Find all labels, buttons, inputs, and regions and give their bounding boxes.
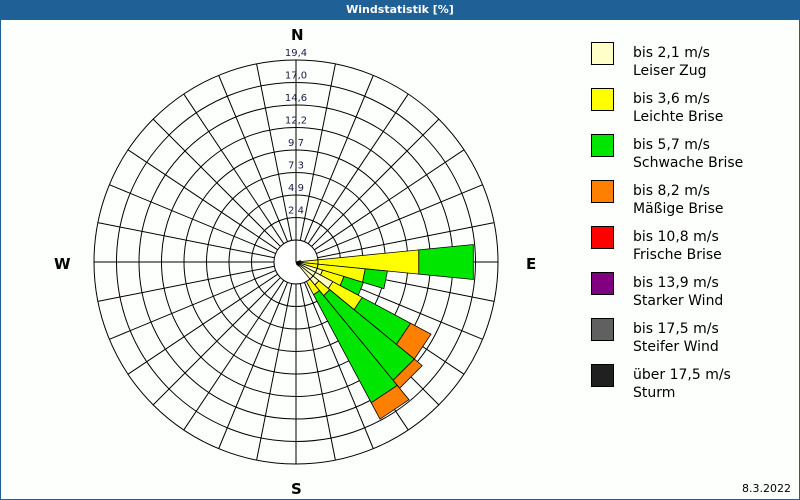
- compass-east-label: E: [526, 255, 537, 273]
- legend-range: bis 10,8 m/s: [633, 229, 719, 245]
- grid-spoke: [127, 149, 278, 251]
- legend-range: bis 5,7 m/s: [633, 137, 710, 153]
- wind-wedge-tip: [295, 261, 314, 280]
- legend-item: bis 17,5 m/s Steifer Wind: [591, 318, 791, 364]
- wind-wedge: [370, 384, 410, 420]
- radial-tick-label: 7,3: [288, 161, 304, 172]
- compass-north-label: N: [291, 26, 304, 44]
- grid-spoke: [256, 63, 293, 241]
- grid-spoke: [218, 75, 289, 242]
- legend-name: Sturm: [633, 385, 676, 401]
- grid-spoke: [299, 63, 336, 241]
- grid-spoke: [127, 273, 278, 375]
- grid-spoke: [307, 93, 409, 244]
- wind-wedge: [418, 244, 474, 280]
- legend-item: bis 5,7 m/s Schwache Brise: [591, 134, 791, 180]
- legend-range: bis 3,6 m/s: [633, 91, 710, 107]
- legend-range: bis 2,1 m/s: [633, 45, 710, 61]
- grid-spoke: [316, 184, 483, 255]
- legend-name: Schwache Brise: [633, 155, 744, 171]
- legend-name: Mäßige Brise: [633, 201, 724, 217]
- legend-swatch-icon: [591, 226, 614, 249]
- radial-tick-label: 17,0: [285, 71, 307, 82]
- radial-tick-label: 19,4: [285, 48, 307, 59]
- radial-tick-label: 4,9: [288, 183, 304, 194]
- date-label: 8.3.2022: [742, 482, 791, 495]
- legend-name: Leichte Brise: [633, 109, 724, 125]
- legend-swatch-icon: [591, 364, 614, 387]
- grid-spoke: [109, 184, 276, 255]
- legend-item: bis 3,6 m/s Leichte Brise: [591, 88, 791, 134]
- grid-spoke: [97, 222, 275, 259]
- grid-spoke: [183, 93, 285, 244]
- grid-spoke: [299, 283, 336, 461]
- grid-spoke: [109, 269, 276, 340]
- wind-wedge-tip: [295, 261, 298, 266]
- chart-frame: 2,4 4,9 7,3 9,7 12,2 14,6 17,0 19,4 N S W E bis…: [0, 20, 800, 500]
- grid-spoke: [303, 75, 374, 242]
- grid-spoke: [218, 282, 289, 449]
- legend-swatch-icon: [591, 272, 614, 295]
- grid-spoke: [97, 265, 275, 302]
- legend-item: bis 2,1 m/s Leiser Zug: [591, 42, 791, 88]
- legend-swatch-icon: [591, 318, 614, 341]
- legend-range: bis 8,2 m/s: [633, 183, 710, 199]
- grid-spoke: [311, 118, 440, 247]
- legend-item: bis 8,2 m/s Mäßige Brise: [591, 180, 791, 226]
- wind-wedge: [362, 268, 388, 290]
- radial-tick-label: 12,2: [285, 116, 307, 127]
- grid-spoke: [256, 283, 293, 461]
- radial-tick-label: 2,4: [288, 206, 304, 217]
- grid-spoke: [183, 280, 285, 431]
- legend-name: Steifer Wind: [633, 339, 719, 355]
- grid-spoke: [314, 149, 465, 251]
- legend: bis 2,1 m/s Leiser Zug bis 3,6 m/s Leichte…: [591, 42, 791, 410]
- legend-range: bis 13,9 m/s: [633, 275, 719, 291]
- legend-item: bis 10,8 m/s Frische Brise: [591, 226, 791, 272]
- compass-south-label: S: [291, 480, 302, 498]
- legend-item: über 17,5 m/s Sturm: [591, 364, 791, 410]
- legend-swatch-icon: [591, 180, 614, 203]
- window-title: Windstatistik [%]: [346, 3, 454, 16]
- legend-swatch-icon: [591, 88, 614, 111]
- grid-spoke: [152, 118, 281, 247]
- grid-spoke: [152, 277, 281, 406]
- compass-west-label: W: [54, 255, 71, 273]
- legend-swatch-icon: [591, 134, 614, 157]
- legend-item: bis 13,9 m/s Starker Wind: [591, 272, 791, 318]
- wind-rose-chart: 2,4 4,9 7,3 9,7 12,2 14,6 17,0 19,4: [93, 48, 499, 465]
- radial-tick-label: 9,7: [288, 138, 304, 149]
- legend-name: Leiser Zug: [633, 63, 707, 79]
- window-title-bar: Windstatistik [%]: [0, 0, 800, 20]
- legend-swatch-icon: [591, 42, 614, 65]
- radial-tick-label: 14,6: [285, 93, 307, 104]
- grid-spoke: [303, 282, 374, 449]
- legend-range: bis 17,5 m/s: [633, 321, 719, 337]
- legend-name: Frische Brise: [633, 247, 722, 263]
- grid-spoke: [317, 222, 495, 259]
- legend-name: Starker Wind: [633, 293, 724, 309]
- legend-range: über 17,5 m/s: [633, 367, 731, 383]
